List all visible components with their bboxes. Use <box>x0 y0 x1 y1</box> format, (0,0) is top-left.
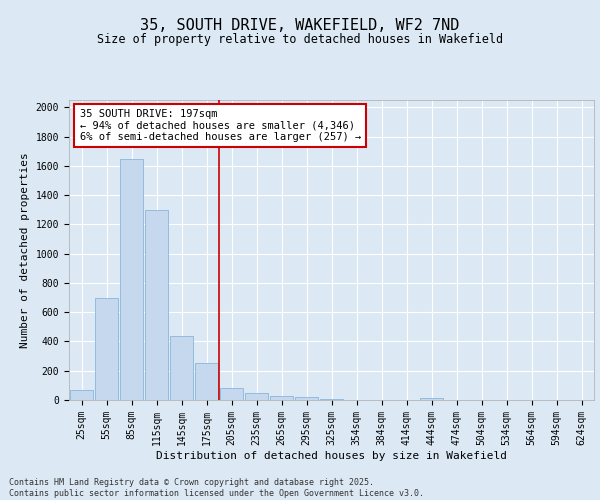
Bar <box>220 388 243 400</box>
Bar <box>245 392 268 400</box>
Text: Contains HM Land Registry data © Crown copyright and database right 2025.
Contai: Contains HM Land Registry data © Crown c… <box>9 478 424 498</box>
Bar <box>195 362 218 400</box>
Bar <box>320 398 343 400</box>
Bar <box>295 397 318 400</box>
Bar <box>95 298 118 400</box>
Bar <box>70 390 93 400</box>
Bar <box>120 158 143 400</box>
Bar <box>420 398 443 400</box>
Bar <box>170 336 193 400</box>
X-axis label: Distribution of detached houses by size in Wakefield: Distribution of detached houses by size … <box>156 450 507 460</box>
Bar <box>145 210 168 400</box>
Y-axis label: Number of detached properties: Number of detached properties <box>20 152 30 348</box>
Text: 35, SOUTH DRIVE, WAKEFIELD, WF2 7ND: 35, SOUTH DRIVE, WAKEFIELD, WF2 7ND <box>140 18 460 32</box>
Text: 35 SOUTH DRIVE: 197sqm
← 94% of detached houses are smaller (4,346)
6% of semi-d: 35 SOUTH DRIVE: 197sqm ← 94% of detached… <box>79 109 361 142</box>
Text: Size of property relative to detached houses in Wakefield: Size of property relative to detached ho… <box>97 32 503 46</box>
Bar <box>270 396 293 400</box>
